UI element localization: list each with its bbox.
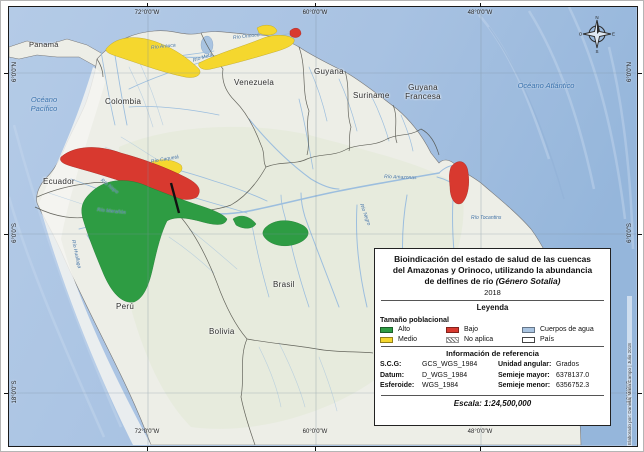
lat-label-left: 6°0'0"S — [12, 223, 18, 243]
country-label-colombia: Colombia — [105, 97, 142, 106]
lon-label-bottom: 60°0'0"W — [302, 429, 328, 435]
swatch-cuerpos-de-agua — [522, 326, 535, 333]
swatch-no-aplica — [446, 336, 459, 343]
tick — [638, 234, 642, 235]
credit-text: Elaborado por: Daniela, Maria Campo | Ju… — [627, 296, 632, 446]
legend-item-medio: Medio — [380, 336, 446, 343]
scale-text: Escala: 1:24,500,000 — [453, 398, 532, 408]
divider — [381, 300, 604, 302]
compass-s: S — [595, 49, 598, 54]
river-label-tocantins: Río Tocantins — [471, 215, 502, 221]
lat-label-right: 6°0'0"N — [627, 61, 633, 83]
legend-subheading: Tamaño poblacional — [380, 315, 449, 325]
tick — [4, 393, 8, 394]
country-label-brasil: Brasil — [273, 280, 295, 289]
tick — [315, 3, 316, 7]
country-label-ecuador: Ecuador — [43, 177, 75, 186]
legend-heading: Leyenda — [476, 303, 509, 313]
status-alto-patches — [81, 180, 309, 303]
legend-item-alto: Alto — [380, 326, 446, 333]
country-label-panama: Panamá — [29, 40, 59, 49]
swatch-alto — [380, 326, 393, 333]
country-label-bolivia: Bolivia — [209, 327, 235, 336]
compass-e: E — [612, 32, 615, 37]
legend-item-pais: País — [522, 336, 605, 343]
legend-item-cuerpos-de-agua: Cuerpos de agua — [522, 326, 605, 333]
country-label-peru: Perú — [116, 302, 135, 311]
reference-heading: Información de referencia — [446, 349, 539, 359]
legend-items: Alto Bajo Cuerpos de agua Medio No aplic… — [375, 324, 610, 343]
river-label-amazonas: Río Amazonas — [383, 174, 417, 182]
legend-panel: Bioindicación del estado de salud de las… — [374, 248, 611, 426]
lon-label-top: 72°0'0"W — [134, 10, 160, 16]
north-arrow-icon: N S E O — [579, 15, 615, 54]
tick — [4, 234, 8, 235]
status-bajo-patches — [60, 27, 469, 205]
country-label-guyana: Guyana — [314, 67, 344, 76]
lon-label-top: 60°0'0"W — [302, 10, 328, 16]
ref-esferoide: Esferoide: WGS_1984 — [380, 382, 459, 390]
boundary-mark — [169, 182, 181, 214]
map-year: 2018 — [484, 288, 501, 298]
ref-semieje-menor: Semieje menor: 6356752.3 — [498, 382, 590, 390]
lat-label-left: 6°0'0"N — [12, 61, 18, 83]
graticule — [9, 7, 636, 445]
lon-label-top: 48°0'0"W — [467, 10, 493, 16]
swatch-medio — [380, 336, 393, 343]
tick — [480, 447, 481, 451]
lat-label-left: 18°0'0"S — [12, 380, 18, 404]
tick — [147, 3, 148, 7]
legend-item-no-aplica: No aplica — [446, 336, 522, 343]
compass-n: N — [595, 15, 598, 20]
lon-label-bottom: 72°0'0"W — [134, 429, 160, 435]
ref-datum: Datum: D_WGS_1984 — [380, 371, 468, 379]
ocean-label-pacifico: Océano Pacífico — [30, 95, 58, 113]
ocean-label-atlantico: Océano Atlántico — [517, 81, 575, 90]
swatch-pais — [522, 336, 535, 343]
map-title-genus: (Género Sotalia) — [495, 275, 561, 286]
divider — [381, 394, 604, 396]
tick — [147, 447, 148, 451]
tick — [4, 73, 8, 74]
compass-o: O — [579, 32, 583, 37]
lat-label-right: 6°0'0"S — [627, 223, 633, 243]
ref-unidad-angular: Unidad angular: Grados — [498, 361, 579, 369]
legend-item-bajo: Bajo — [446, 326, 522, 333]
country-label-venezuela: Venezuela — [234, 78, 275, 87]
country-label-guyana-francesa: Guyana Francesa — [405, 83, 441, 101]
ref-scg: S.C.G: GCS_WGS_1984 — [380, 361, 478, 369]
divider — [381, 346, 604, 348]
map-title: Bioindicación del estado de salud de las… — [392, 254, 593, 286]
ocean-relief — [9, 7, 635, 438]
tick — [315, 447, 316, 451]
swatch-bajo — [446, 326, 459, 333]
tick — [638, 393, 642, 394]
tick — [638, 73, 642, 74]
ref-semieje-mayor: Semieje mayor: 6378137.0 — [498, 371, 590, 379]
reference-info: S.C.G: GCS_WGS_1984 Datum: D_WGS_1984 Esfe… — [375, 358, 610, 391]
country-label-suriname: Suriname — [353, 91, 390, 100]
tick — [480, 3, 481, 7]
lon-label-bottom: 48°0'0"W — [467, 429, 493, 435]
